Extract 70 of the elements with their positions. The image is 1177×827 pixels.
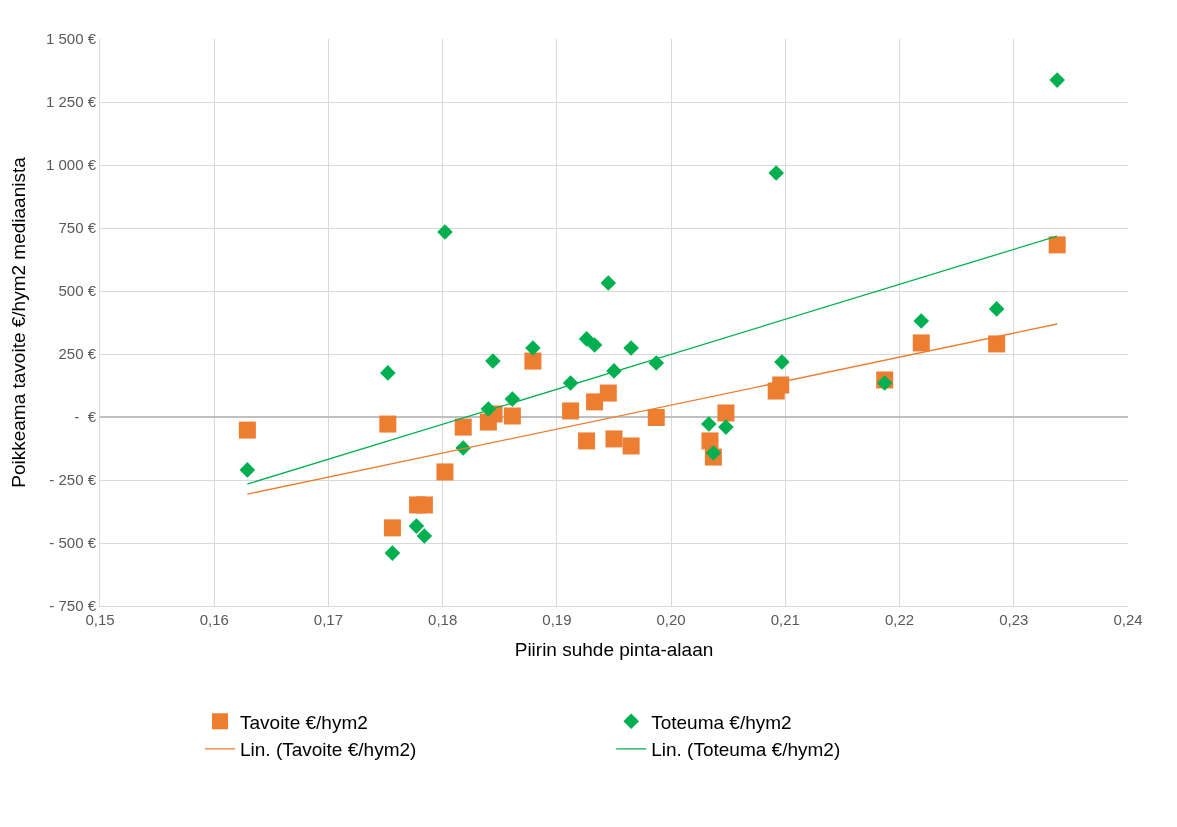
x-tick-label: 0,16 bbox=[199, 611, 229, 628]
point bbox=[525, 340, 541, 356]
point bbox=[774, 354, 790, 370]
y-tick-label: - 500 € bbox=[49, 534, 97, 552]
point bbox=[718, 419, 734, 435]
point bbox=[408, 518, 425, 534]
point bbox=[647, 409, 665, 426]
point bbox=[383, 519, 401, 537]
x-axis-title: Piirin suhde pinta-alaan bbox=[514, 638, 714, 660]
legend-label: Lin. (Toteuma €/hym2) bbox=[651, 739, 841, 761]
point bbox=[586, 337, 603, 353]
point bbox=[599, 384, 617, 402]
point bbox=[1049, 72, 1065, 88]
y-tick-label: 500 € bbox=[58, 282, 97, 300]
point bbox=[1048, 236, 1066, 254]
point bbox=[562, 375, 579, 391]
x-tick-label: 0,24 bbox=[1113, 611, 1143, 628]
point bbox=[239, 462, 256, 478]
point bbox=[384, 545, 401, 561]
y-tick-label: 1 000 € bbox=[45, 156, 97, 174]
point bbox=[605, 430, 623, 448]
y-tick-label: 1 250 € bbox=[45, 93, 97, 111]
point bbox=[622, 437, 640, 455]
point bbox=[503, 407, 521, 425]
point bbox=[562, 402, 580, 420]
point bbox=[913, 313, 930, 329]
point bbox=[717, 404, 735, 422]
x-tick-label: 0,18 bbox=[428, 611, 458, 628]
point bbox=[415, 496, 433, 514]
point bbox=[416, 528, 433, 544]
y-tick-label: - 250 € bbox=[49, 471, 97, 489]
y-tick-label: 250 € bbox=[58, 345, 97, 363]
point bbox=[578, 331, 595, 347]
point bbox=[623, 340, 639, 356]
y-tick-label: - € bbox=[74, 408, 97, 426]
point bbox=[768, 165, 784, 181]
point bbox=[600, 275, 617, 291]
point bbox=[380, 365, 396, 381]
y-tick-label: 1 500 € bbox=[45, 30, 97, 48]
point bbox=[988, 301, 1005, 317]
y-tick-label: 750 € bbox=[58, 219, 97, 237]
point bbox=[772, 376, 790, 394]
point bbox=[436, 463, 454, 481]
legend-label: Lin. (Tavoite €/hym2) bbox=[240, 739, 417, 761]
x-tick-label: 0,23 bbox=[999, 611, 1029, 628]
x-tick-label: 0,20 bbox=[656, 611, 686, 628]
x-tick-label: 0,22 bbox=[884, 611, 915, 628]
point bbox=[701, 416, 717, 432]
point bbox=[586, 393, 604, 411]
point bbox=[988, 335, 1006, 353]
point bbox=[485, 353, 501, 369]
point bbox=[578, 432, 596, 450]
point bbox=[437, 224, 453, 240]
legend-label: Toteuma €/hym2 bbox=[651, 711, 792, 733]
point bbox=[876, 375, 893, 391]
point bbox=[454, 418, 472, 436]
x-tick-label: 0,19 bbox=[542, 611, 572, 628]
legend-label: Tavoite €/hym2 bbox=[240, 711, 368, 733]
point bbox=[912, 334, 930, 352]
point bbox=[705, 445, 722, 461]
point bbox=[648, 355, 665, 371]
point bbox=[480, 401, 497, 417]
point bbox=[701, 432, 719, 450]
x-tick-label: 0,17 bbox=[313, 611, 344, 628]
x-tick-label: 0,21 bbox=[770, 611, 800, 628]
point bbox=[504, 391, 521, 407]
y-axis-title: Poikkeama tavoite €/hym2 mediaanista bbox=[7, 156, 29, 488]
point bbox=[524, 352, 542, 370]
point bbox=[379, 415, 397, 433]
point bbox=[238, 421, 256, 439]
